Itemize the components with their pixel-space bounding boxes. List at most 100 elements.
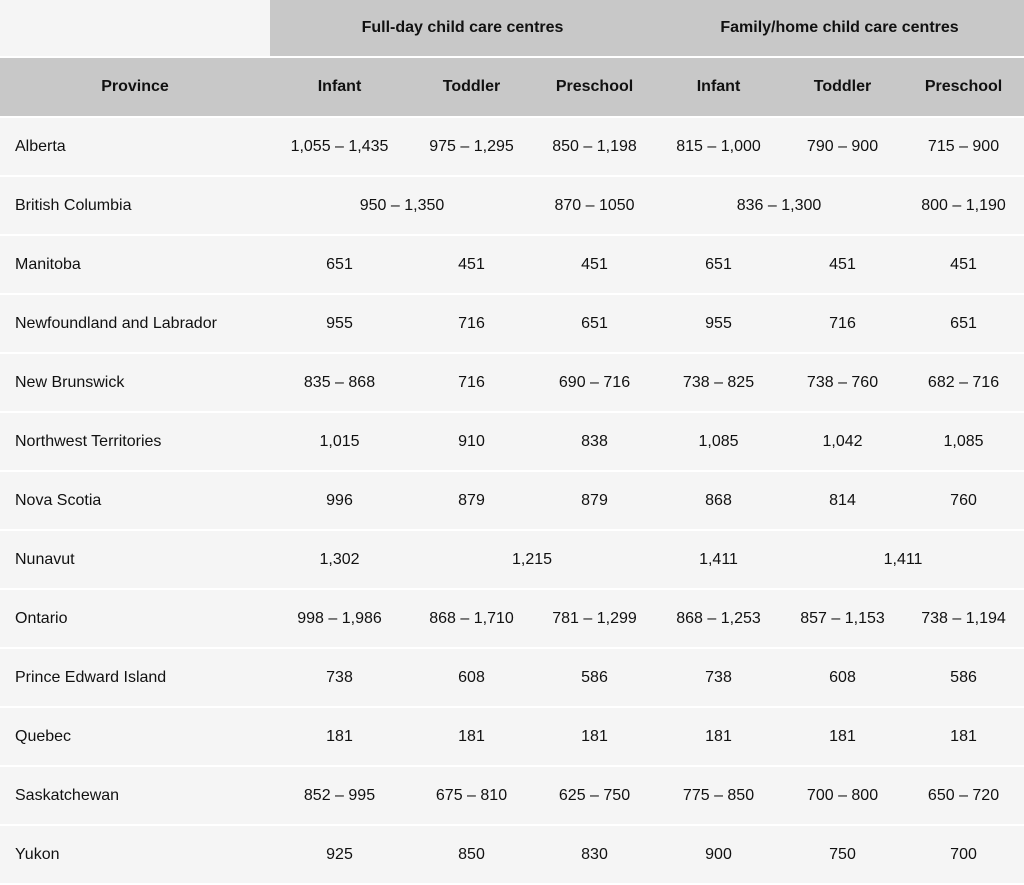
fee-cell: 835 – 868 [270, 352, 409, 411]
fee-cell: 996 [270, 470, 409, 529]
province-cell: Nova Scotia [0, 470, 270, 529]
fee-cell: 738 – 1,194 [903, 588, 1024, 647]
table-row: Yukon 925 850 830 900 750 700 [0, 824, 1024, 883]
column-header-province: Province [0, 56, 270, 116]
fee-cell: 850 – 1,198 [534, 116, 656, 175]
column-header-family-toddler: Toddler [782, 56, 904, 116]
fee-cell: 1,085 [655, 411, 783, 470]
fee-cell: 815 – 1,000 [655, 116, 783, 175]
fee-cell: 675 – 810 [409, 765, 534, 824]
province-cell: Nunavut [0, 529, 270, 588]
fee-cell: 850 [409, 824, 534, 883]
fee-cell: 1,302 [270, 529, 409, 588]
table-row: Manitoba 651 451 451 651 451 451 [0, 234, 1024, 293]
fee-cell: 852 – 995 [270, 765, 409, 824]
fee-cell: 868 [655, 470, 783, 529]
fee-cell: 879 [534, 470, 656, 529]
fee-cell: 181 [782, 706, 904, 765]
table-row: Ontario 998 – 1,986 868 – 1,710 781 – 1,… [0, 588, 1024, 647]
group-header-full-day: Full-day child care centres [270, 0, 656, 56]
table-row: Nunavut 1,302 1,215 1,411 1,411 [0, 529, 1024, 588]
fee-cell: 651 [903, 293, 1024, 352]
column-header-row: Province Infant Toddler Preschool Infant… [0, 56, 1024, 116]
fee-cell: 814 [782, 470, 904, 529]
table-row: Quebec 181 181 181 181 181 181 [0, 706, 1024, 765]
fee-cell: 451 [534, 234, 656, 293]
province-cell: Yukon [0, 824, 270, 883]
column-header-full-day-toddler: Toddler [409, 56, 534, 116]
province-cell: Alberta [0, 116, 270, 175]
fee-cell: 750 [782, 824, 904, 883]
fee-cell: 700 – 800 [782, 765, 904, 824]
column-header-full-day-preschool: Preschool [534, 56, 656, 116]
fee-cell: 857 – 1,153 [782, 588, 904, 647]
fee-cell: 879 [409, 470, 534, 529]
fee-cell: 586 [534, 647, 656, 706]
fee-cell: 760 [903, 470, 1024, 529]
fee-cell: 775 – 850 [655, 765, 783, 824]
fee-cell: 716 [409, 352, 534, 411]
fee-cell: 870 – 1050 [534, 175, 656, 234]
column-header-family-preschool: Preschool [903, 56, 1024, 116]
province-cell: Northwest Territories [0, 411, 270, 470]
fee-cell-merged: 1,215 [409, 529, 656, 588]
fee-cell: 738 [270, 647, 409, 706]
fee-cell: 910 [409, 411, 534, 470]
fee-cell: 608 [409, 647, 534, 706]
fee-cell: 451 [409, 234, 534, 293]
fee-cell: 451 [782, 234, 904, 293]
fee-cell: 651 [270, 234, 409, 293]
fee-cell: 716 [782, 293, 904, 352]
fee-cell: 738 – 760 [782, 352, 904, 411]
fee-cell: 181 [270, 706, 409, 765]
table-row: British Columbia 950 – 1,350 870 – 1050 … [0, 175, 1024, 234]
fee-cell: 1,015 [270, 411, 409, 470]
table-row: Newfoundland and Labrador 955 716 651 95… [0, 293, 1024, 352]
province-cell: Saskatchewan [0, 765, 270, 824]
fee-cell: 955 [655, 293, 783, 352]
fee-cell: 1,055 – 1,435 [270, 116, 409, 175]
province-cell: Manitoba [0, 234, 270, 293]
fee-cell: 690 – 716 [534, 352, 656, 411]
fee-cell: 781 – 1,299 [534, 588, 656, 647]
fee-cell: 586 [903, 647, 1024, 706]
fee-cell: 900 [655, 824, 783, 883]
group-header-row: Full-day child care centres Family/home … [0, 0, 1024, 56]
table-row: New Brunswick 835 – 868 716 690 – 716 73… [0, 352, 1024, 411]
table-body: Alberta 1,055 – 1,435 975 – 1,295 850 – … [0, 116, 1024, 883]
province-cell: New Brunswick [0, 352, 270, 411]
table-row: Saskatchewan 852 – 995 675 – 810 625 – 7… [0, 765, 1024, 824]
fee-cell: 955 [270, 293, 409, 352]
fee-cell: 625 – 750 [534, 765, 656, 824]
table-row: Alberta 1,055 – 1,435 975 – 1,295 850 – … [0, 116, 1024, 175]
province-cell: Quebec [0, 706, 270, 765]
table-header: Full-day child care centres Family/home … [0, 0, 1024, 116]
fee-cell: 181 [409, 706, 534, 765]
fee-cell: 181 [534, 706, 656, 765]
fee-cell: 1,042 [782, 411, 904, 470]
fee-cell: 868 – 1,253 [655, 588, 783, 647]
fee-cell: 181 [903, 706, 1024, 765]
fee-cell: 715 – 900 [903, 116, 1024, 175]
fee-cell: 1,085 [903, 411, 1024, 470]
fee-cell: 451 [903, 234, 1024, 293]
fee-cell: 608 [782, 647, 904, 706]
province-cell: Newfoundland and Labrador [0, 293, 270, 352]
table-row: Northwest Territories 1,015 910 838 1,08… [0, 411, 1024, 470]
province-cell: British Columbia [0, 175, 270, 234]
column-header-full-day-infant: Infant [270, 56, 409, 116]
fee-cell: 998 – 1,986 [270, 588, 409, 647]
fee-cell: 181 [655, 706, 783, 765]
fee-cell-merged: 836 – 1,300 [655, 175, 904, 234]
fee-cell: 651 [655, 234, 783, 293]
blank-corner-cell [0, 0, 270, 56]
fee-cell: 830 [534, 824, 656, 883]
fee-cell: 738 – 825 [655, 352, 783, 411]
fee-cell: 651 [534, 293, 656, 352]
province-cell: Ontario [0, 588, 270, 647]
fee-cell: 868 – 1,710 [409, 588, 534, 647]
table-row: Prince Edward Island 738 608 586 738 608… [0, 647, 1024, 706]
group-header-family-home: Family/home child care centres [655, 0, 1024, 56]
fee-cell: 738 [655, 647, 783, 706]
